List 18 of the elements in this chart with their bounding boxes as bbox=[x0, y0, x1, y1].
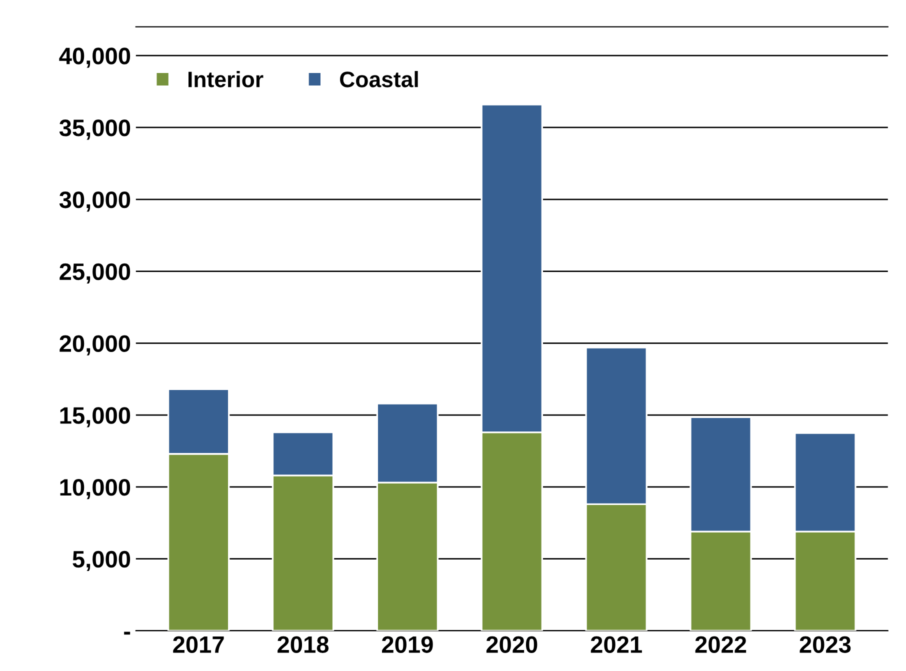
x-tick-label: 2021 bbox=[590, 636, 642, 653]
y-tick-label: 30,000 bbox=[59, 191, 130, 212]
y-tick-label: 25,000 bbox=[60, 263, 130, 284]
x-tick-label: 2022 bbox=[695, 636, 746, 653]
x-tick-label: 2019 bbox=[382, 636, 433, 653]
y-tick-label: 20,000 bbox=[60, 335, 130, 356]
legend-label: Coastal bbox=[340, 70, 418, 88]
x-tick-label: 2023 bbox=[800, 636, 851, 653]
y-tick-label: 10,000 bbox=[60, 479, 130, 500]
x-tick-label: 2018 bbox=[278, 636, 329, 653]
y-tick-label: - bbox=[124, 632, 130, 635]
x-tick-label: 2017 bbox=[173, 636, 224, 653]
y-tick-label: 5,000 bbox=[72, 550, 130, 572]
x-tick-label: 2020 bbox=[486, 636, 538, 653]
y-tick-label: 15,000 bbox=[60, 407, 130, 428]
y-tick-label: 40,000 bbox=[59, 48, 130, 68]
legend-label: Interior bbox=[188, 70, 264, 88]
y-tick-label: 35,000 bbox=[59, 120, 130, 140]
